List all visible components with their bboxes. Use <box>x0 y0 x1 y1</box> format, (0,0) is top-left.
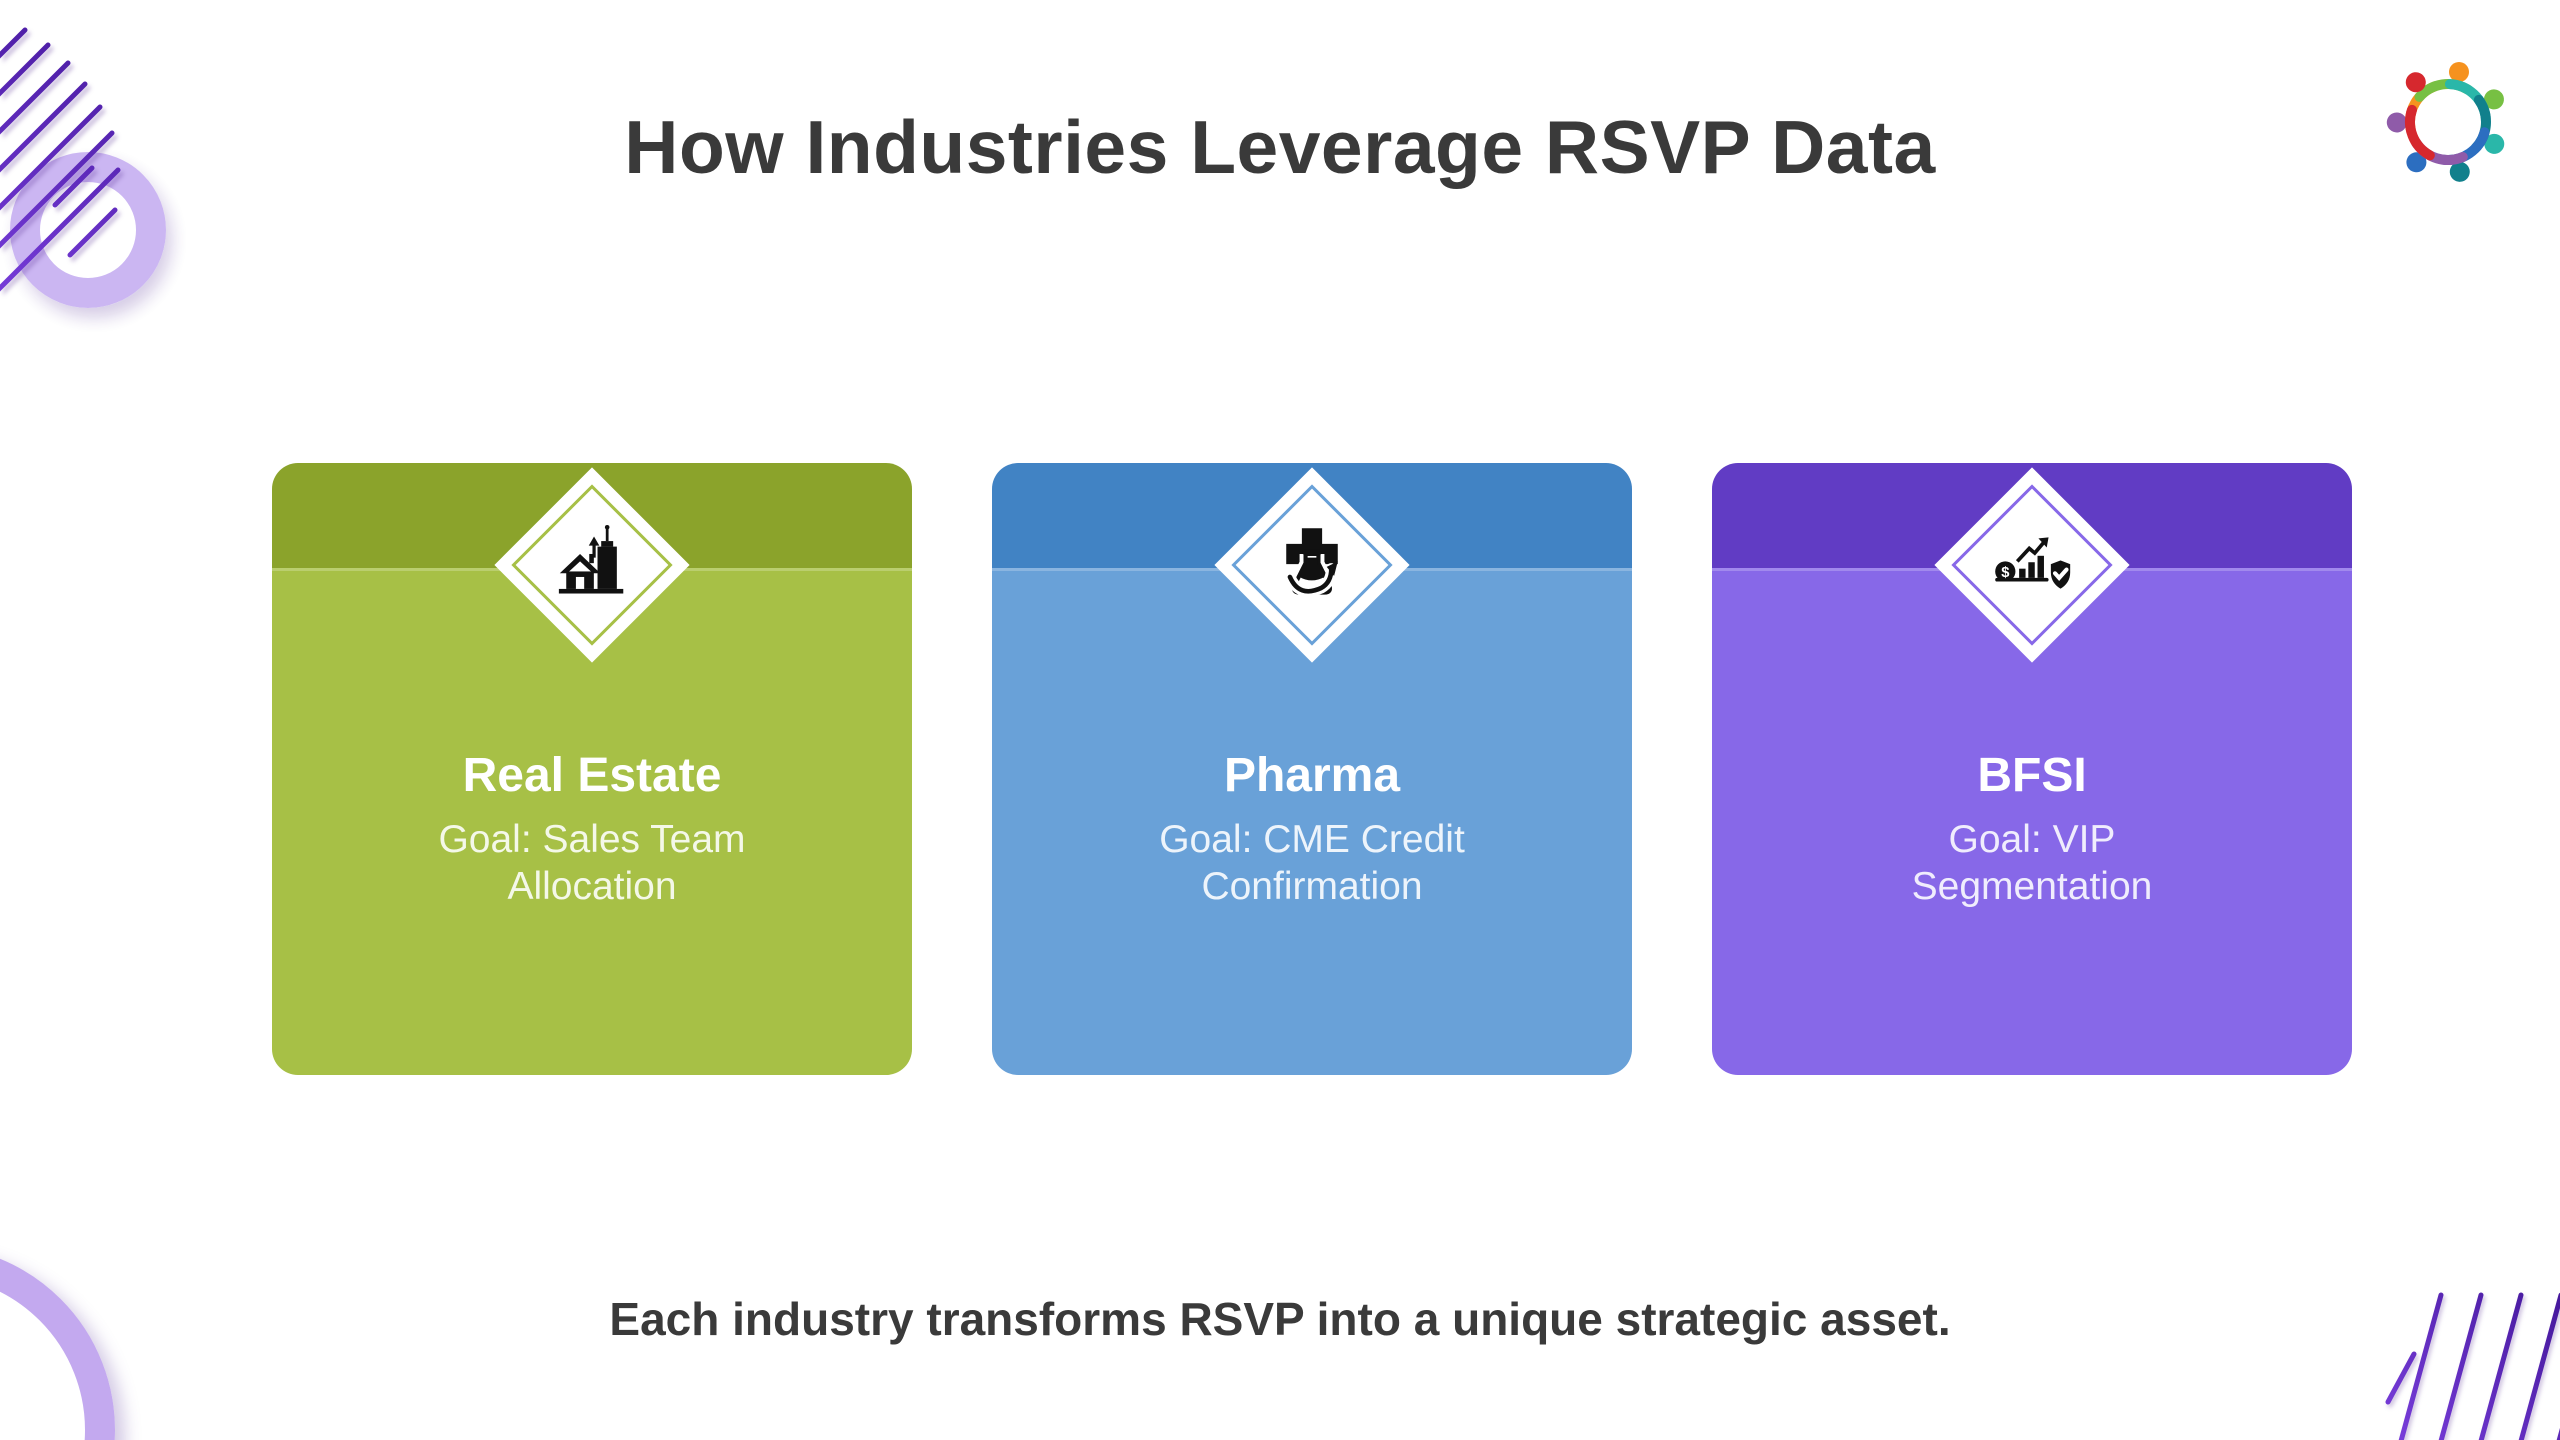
page-title: How Industries Leverage RSVP Data <box>624 105 1936 189</box>
industry-card-bfsi: BFSI Goal: VIP Segmentation $ <box>1712 463 2352 1075</box>
card-body: Pharma Goal: CME Credit Confirmation <box>992 568 1632 1075</box>
card-industry-title: BFSI <box>1977 749 2087 802</box>
community-logo-icon <box>2386 62 2505 182</box>
real-estate-building-icon <box>558 524 624 594</box>
card-industry-title: Pharma <box>1223 749 1401 802</box>
svg-text:$: $ <box>2001 565 2009 581</box>
medical-cross-flask-icon <box>1284 528 1338 599</box>
finance-growth-shield-icon: $ <box>1995 537 2073 592</box>
industry-cards-row: Real Estate Goal: Sales Team Allocation <box>272 463 2352 1075</box>
card-goal-text: Goal: Sales Team Allocation <box>438 818 746 908</box>
card-goal-text: Goal: CME Credit Confirmation <box>1159 818 1465 908</box>
industry-card-real-estate: Real Estate Goal: Sales Team Allocation <box>272 463 912 1075</box>
industry-card-pharma: Pharma Goal: CME Credit Confirmation <box>992 463 1632 1075</box>
diagonal-stripes-top-left-icon <box>0 27 121 292</box>
card-industry-title: Real Estate <box>462 749 722 802</box>
footer-text: Each industry transforms RSVP into a uni… <box>609 1293 1951 1345</box>
diagonal-stripes-bottom-right-icon <box>2385 1292 2560 1440</box>
card-goal-text: Goal: VIP Segmentation <box>1911 818 2153 908</box>
